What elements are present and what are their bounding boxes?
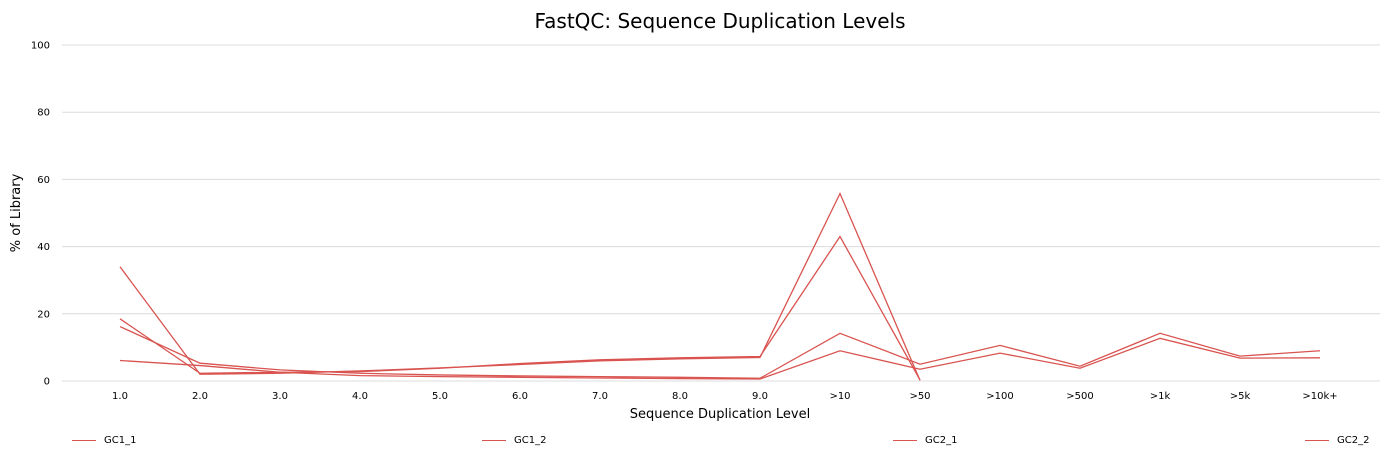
- x-tick-label: 8.0: [672, 391, 688, 402]
- legend-swatch: [893, 439, 917, 441]
- x-axis-label: Sequence Duplication Level: [630, 407, 810, 422]
- grid-lines: [62, 44, 1380, 382]
- x-tick-label: >50: [909, 391, 930, 402]
- series-line-gc1-1: [119, 191, 921, 381]
- series-line-gc2-2: [119, 337, 1321, 380]
- legend-item-gc2-1[interactable]: GC2_1: [893, 430, 957, 450]
- legend-label: GC1_2: [514, 434, 547, 446]
- x-tick-label: 2.0: [192, 391, 208, 402]
- x-tick-label: 4.0: [352, 391, 368, 402]
- x-tick-label: >10: [829, 391, 850, 402]
- series-lines: [119, 191, 1321, 381]
- x-tick-label: 5.0: [432, 391, 448, 402]
- legend-label: GC2_2: [1337, 434, 1370, 446]
- x-tick-label: 7.0: [592, 391, 608, 402]
- y-tick-label: 60: [37, 175, 50, 186]
- legend-item-gc2-2[interactable]: GC2_2: [1305, 430, 1369, 450]
- legend-label: GC2_1: [925, 434, 958, 446]
- x-tick-label: >100: [986, 391, 1013, 402]
- x-tick-label: 1.0: [112, 391, 128, 402]
- x-tick-label: 9.0: [752, 391, 768, 402]
- x-tick-label: >5k: [1230, 391, 1251, 402]
- y-axis-label: % of Library: [9, 173, 24, 252]
- x-tick-label: 6.0: [512, 391, 528, 402]
- legend-swatch: [482, 439, 506, 441]
- y-tick-label: 0: [44, 377, 50, 388]
- series-line-gc1-2: [119, 235, 921, 381]
- legend-swatch: [72, 439, 96, 441]
- legend-item-gc1-2[interactable]: GC1_2: [482, 430, 546, 450]
- series-line-gc2-1: [119, 325, 1321, 379]
- legend: GC1_1 GC1_2 GC2_1 GC2_2: [0, 430, 1389, 450]
- y-tick-label: 80: [37, 108, 50, 119]
- y-axis-ticks: 0 20 40 60 80 100: [31, 41, 50, 388]
- y-tick-label: 100: [31, 41, 50, 52]
- x-tick-label: >1k: [1150, 391, 1171, 402]
- chart-title: FastQC: Sequence Duplication Levels: [534, 9, 905, 33]
- legend-swatch: [1305, 439, 1329, 441]
- x-tick-label: 3.0: [272, 391, 288, 402]
- x-axis-ticks: 1.0 2.0 3.0 4.0 5.0 6.0 7.0 8.0 9.0 >10 >50 >100 >50…: [112, 391, 1338, 402]
- x-tick-label: >500: [1066, 391, 1093, 402]
- legend-label: GC1_1: [104, 434, 137, 446]
- y-tick-label: 20: [37, 309, 50, 320]
- duplication-chart: FastQC: Sequence Duplication Levels 0 20 4…: [9, 9, 1380, 422]
- legend-item-gc1-1[interactable]: GC1_1: [72, 430, 136, 450]
- x-tick-label: >10k+: [1302, 391, 1337, 402]
- y-tick-label: 40: [37, 242, 50, 253]
